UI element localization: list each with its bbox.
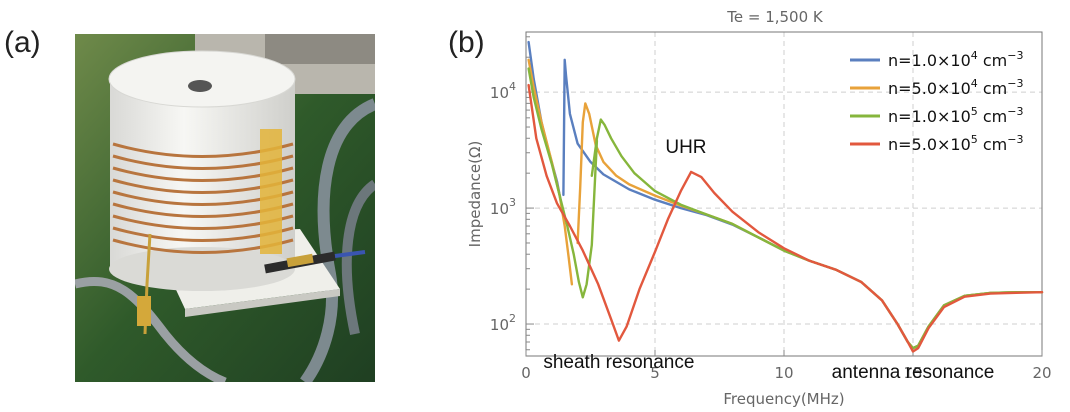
y-tick-label: 104 bbox=[490, 80, 516, 102]
x-tick-label: 15 bbox=[903, 364, 922, 382]
series-line-3 bbox=[590, 118, 1044, 350]
y-axis-label: Impedance(Ω) bbox=[466, 141, 484, 248]
annotation-label: UHR bbox=[665, 137, 706, 158]
annotation-label: antenna resonance bbox=[832, 362, 995, 383]
x-axis-label: Frequency(MHz) bbox=[723, 390, 844, 408]
chart-title: Te = 1,500 K bbox=[726, 8, 824, 26]
x-tick-label: 10 bbox=[774, 364, 793, 382]
annotation-label: sheath resonance bbox=[543, 352, 694, 373]
panel-label-a: (a) bbox=[4, 26, 41, 59]
series-line-4 bbox=[527, 83, 1044, 353]
legend-entry: n=1.0×104 cm−3 bbox=[888, 49, 1023, 70]
series-line-3 bbox=[527, 67, 599, 299]
legend-entry: n=1.0×105 cm−3 bbox=[888, 105, 1023, 126]
x-tick-label: 0 bbox=[521, 364, 531, 382]
panel-label-b: (b) bbox=[448, 26, 485, 59]
legend: n=1.0×104 cm−3 n=5.0×104 cm−3 n=1.0×105 cm… bbox=[850, 49, 1023, 154]
coil-antenna-photo-icon bbox=[75, 34, 375, 382]
y-tick-label: 103 bbox=[490, 196, 516, 218]
annotations: UHR sheath resonance antenna resonance bbox=[543, 137, 994, 383]
impedance-chart: Te = 1,500 K 0 5 10 15 20 102 103 104 UHR sheath… bbox=[466, 8, 1052, 408]
series-lines bbox=[527, 40, 1044, 353]
legend-entry: n=5.0×105 cm−3 bbox=[888, 133, 1023, 154]
x-tick-label: 20 bbox=[1032, 364, 1051, 382]
x-tick-label: 5 bbox=[650, 364, 660, 382]
legend-entry: n=5.0×104 cm−3 bbox=[888, 77, 1023, 98]
y-tick-label: 102 bbox=[490, 312, 516, 334]
